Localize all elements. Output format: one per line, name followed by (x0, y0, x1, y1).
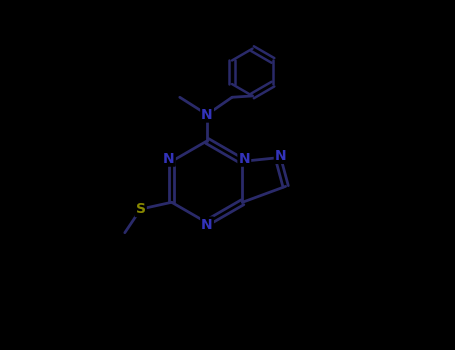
Text: S: S (136, 202, 146, 216)
Text: N: N (201, 218, 213, 232)
Text: N: N (201, 107, 213, 121)
Text: N: N (275, 149, 287, 163)
Text: N: N (163, 152, 175, 166)
Text: N: N (238, 152, 250, 166)
